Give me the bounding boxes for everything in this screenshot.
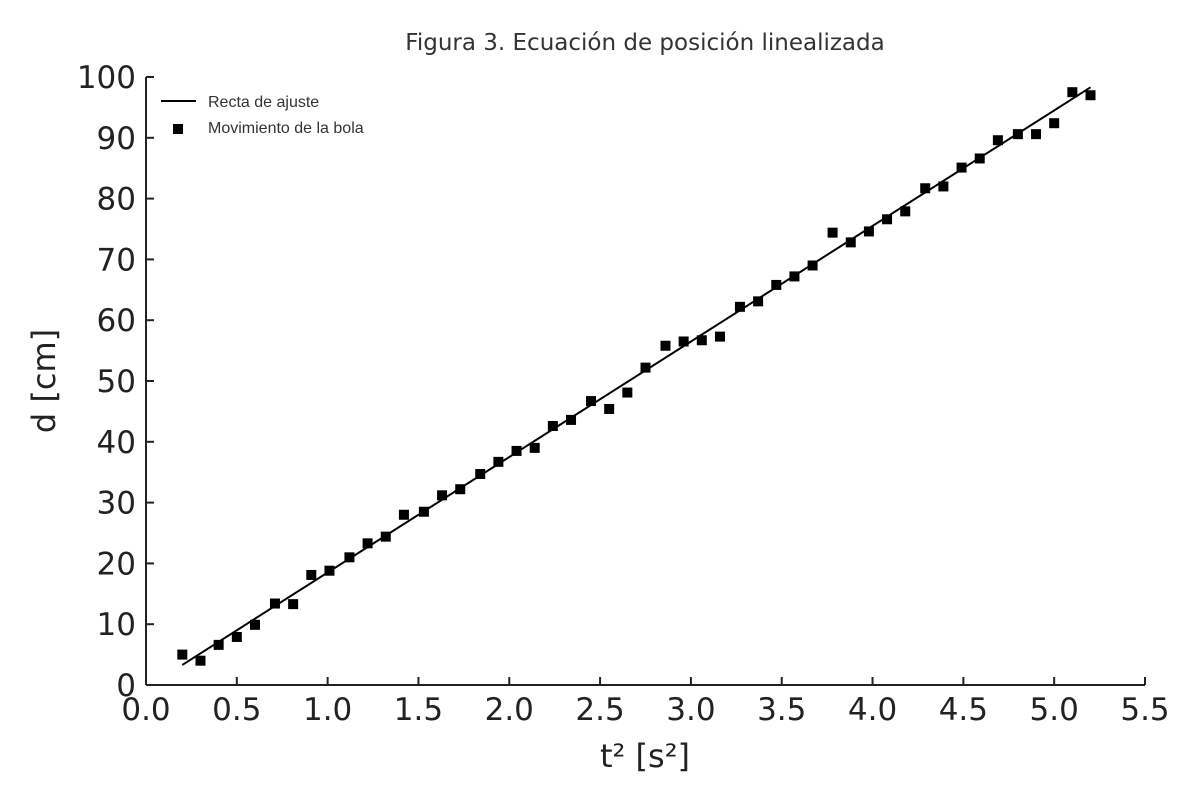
data-point [660, 340, 671, 351]
data-point [1085, 90, 1096, 101]
data-point [974, 153, 985, 164]
data-point [455, 484, 466, 495]
data-point [529, 442, 540, 453]
data-point [900, 206, 911, 217]
y-tick-label: 50 [97, 364, 136, 400]
x-tick-label: 2.5 [575, 692, 624, 728]
data-point [177, 649, 188, 660]
x-tick-label: 4.0 [848, 692, 897, 728]
data-point [696, 335, 707, 346]
data-point [920, 183, 931, 194]
data-point [604, 403, 615, 414]
y-axis-label: d [cm] [25, 329, 63, 433]
x-tick-label: 0.5 [212, 692, 261, 728]
data-point [437, 490, 448, 501]
y-tick-label: 20 [97, 546, 136, 582]
x-tick-label: 4.5 [939, 692, 988, 728]
data-point [1067, 87, 1078, 98]
data-point [1031, 129, 1042, 140]
y-tick-label: 80 [97, 182, 136, 218]
data-point [344, 552, 355, 563]
data-point [640, 362, 651, 373]
data-point [475, 469, 486, 480]
x-tick-label: 5.0 [1030, 692, 1079, 728]
data-point [789, 271, 800, 282]
axis-ticks: 0.0 0.5 1.0 1.5 2.0 2.5 3.0 3.5 4.0 4.5 5.0 5.5 0 10 2… [77, 60, 1170, 728]
x-tick-label: 1.5 [394, 692, 443, 728]
data-point [992, 135, 1003, 146]
data-point [1012, 129, 1023, 140]
x-tick-label: 1.0 [303, 692, 352, 728]
data-point [714, 331, 725, 342]
data-point [938, 181, 949, 192]
y-tick-label: 40 [97, 425, 136, 461]
data-point [622, 387, 633, 398]
data-point [547, 420, 558, 431]
data-point [324, 565, 335, 576]
y-tick-label: 60 [97, 303, 136, 339]
fit-line-layer [181, 86, 1092, 666]
data-point [288, 599, 299, 610]
legend-marker-swatch [173, 124, 183, 134]
data-point [418, 506, 429, 517]
y-tick-label: 0 [116, 668, 136, 704]
data-point [753, 296, 764, 307]
data-point [882, 214, 893, 225]
chart-title: Figura 3. Ecuación de posición linealiza… [405, 30, 884, 56]
x-tick-label: 3.0 [666, 692, 715, 728]
y-tick-label: 90 [97, 121, 136, 157]
data-point [956, 162, 967, 173]
data-point [1049, 118, 1060, 129]
data-point [863, 226, 874, 237]
data-point [195, 655, 206, 666]
data-points [177, 87, 1096, 666]
y-tick-label: 70 [97, 242, 136, 278]
data-point [306, 569, 317, 580]
data-point [771, 279, 782, 290]
x-tick-label: 5.5 [1120, 692, 1169, 728]
y-tick-label: 100 [77, 60, 136, 96]
data-point [249, 619, 260, 630]
x-axis-label: t² [s²] [600, 737, 690, 775]
data-point [511, 445, 522, 456]
data-point [398, 509, 409, 520]
y-tick-label: 30 [97, 486, 136, 522]
y-tick-label: 10 [97, 607, 136, 643]
data-point [493, 456, 504, 467]
data-point [734, 301, 745, 312]
legend-series-label: Movimiento de la bola [208, 120, 364, 137]
data-point [380, 531, 391, 542]
data-point [362, 538, 373, 549]
data-point [845, 237, 856, 248]
data-point [586, 396, 597, 407]
data-point [807, 260, 818, 271]
legend: Recta de ajuste Movimiento de la bola [161, 94, 364, 137]
data-point [213, 639, 224, 650]
data-point [231, 631, 242, 642]
data-point [566, 414, 577, 425]
x-tick-label: 2.0 [485, 692, 534, 728]
fit-line [181, 86, 1092, 666]
data-point [827, 227, 838, 238]
legend-fit-label: Recta de ajuste [208, 94, 319, 111]
data-point [269, 598, 280, 609]
x-tick-label: 3.5 [757, 692, 806, 728]
data-point [678, 336, 689, 347]
x-tick-label: 0.0 [121, 692, 170, 728]
